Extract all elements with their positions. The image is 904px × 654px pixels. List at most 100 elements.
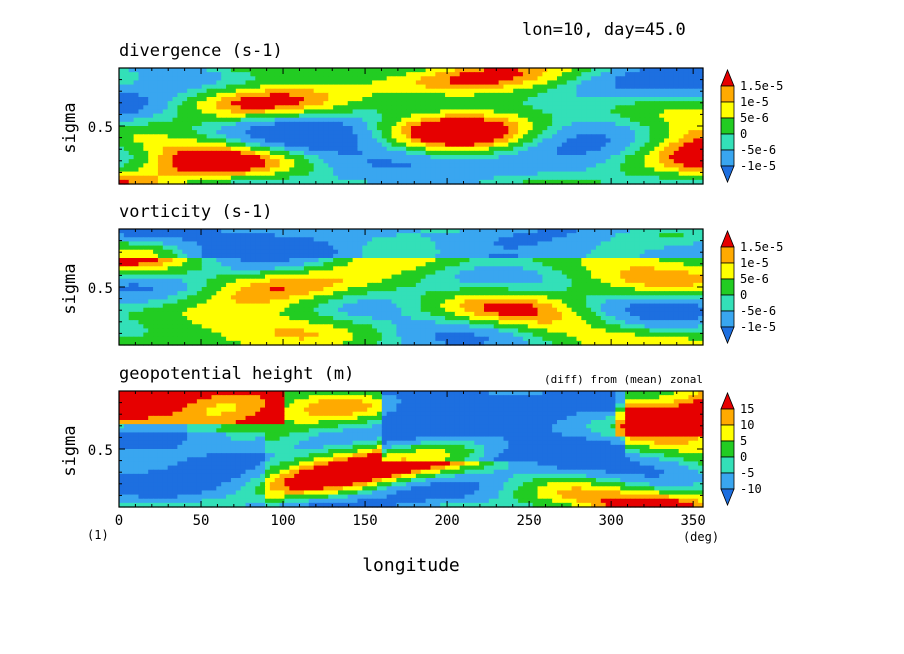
field-cell	[177, 142, 183, 148]
field-cell	[328, 171, 334, 177]
field-cell	[678, 126, 685, 131]
field-cell	[182, 253, 188, 259]
field-cell	[386, 105, 393, 111]
field-cell	[260, 68, 266, 73]
field-cell	[522, 134, 529, 140]
field-cell	[532, 171, 539, 177]
field-cell	[445, 126, 451, 131]
field-cell	[123, 101, 130, 106]
field-cell	[328, 76, 334, 82]
field-cell	[299, 241, 305, 247]
field-cell	[313, 179, 320, 185]
field-cell	[625, 121, 631, 127]
field-cell	[668, 249, 675, 255]
field-cell	[440, 245, 446, 251]
field-cell	[172, 266, 178, 272]
field-cell	[376, 150, 383, 156]
field-cell	[678, 159, 685, 164]
field-cell	[610, 117, 616, 123]
field-cell	[323, 121, 329, 127]
field-cell	[123, 88, 130, 94]
field-cell	[654, 105, 660, 111]
field-cell	[313, 270, 320, 276]
field-cell	[459, 97, 466, 102]
field-cell	[391, 155, 397, 160]
field-cell	[255, 278, 261, 284]
field-cell	[518, 253, 524, 259]
field-cell	[620, 113, 626, 119]
field-cell	[367, 84, 373, 90]
field-cell	[313, 175, 320, 181]
field-cell	[211, 105, 217, 111]
field-cell	[143, 113, 149, 119]
field-cell	[678, 179, 685, 185]
field-cell	[138, 142, 144, 148]
field-cell	[303, 121, 310, 127]
field-cell	[639, 113, 646, 119]
field-cell	[299, 245, 305, 251]
field-cell	[683, 113, 689, 119]
field-cell	[693, 101, 699, 106]
field-cell	[255, 126, 261, 131]
field-cell	[250, 113, 256, 119]
field-cell	[206, 266, 213, 272]
field-cell	[338, 97, 344, 102]
field-cell	[119, 237, 125, 243]
field-cell	[187, 274, 193, 280]
field-cell	[250, 92, 256, 98]
field-cell	[620, 241, 626, 247]
field-cell	[479, 142, 485, 148]
field-cell	[123, 171, 130, 177]
field-cell	[532, 146, 539, 152]
field-cell	[449, 84, 456, 90]
field-cell	[547, 258, 553, 263]
field-cell	[338, 109, 344, 115]
field-cell	[693, 97, 699, 102]
field-cell	[396, 134, 402, 140]
field-cell	[566, 274, 573, 280]
field-cell	[464, 84, 470, 90]
field-cell	[411, 76, 417, 82]
field-cell	[688, 126, 694, 131]
field-cell	[206, 241, 213, 247]
field-cell	[644, 92, 651, 98]
field-cell	[435, 80, 441, 86]
field-cell	[644, 72, 651, 77]
field-cell	[157, 105, 164, 111]
field-cell	[367, 175, 373, 181]
field-cell	[206, 249, 213, 255]
field-cell	[649, 72, 655, 77]
field-cell	[299, 72, 305, 77]
field-cell	[396, 97, 402, 102]
field-cell	[192, 84, 198, 90]
field-cell	[566, 266, 573, 272]
field-cell	[537, 150, 543, 156]
field-cell	[240, 146, 247, 152]
field-cell	[133, 97, 140, 102]
field-cell	[279, 167, 286, 173]
field-cell	[157, 150, 164, 156]
field-cell	[196, 97, 203, 102]
field-cell	[187, 278, 193, 284]
field-cell	[586, 175, 592, 181]
field-cell	[138, 134, 144, 140]
field-cell	[313, 274, 320, 280]
field-cell	[182, 245, 188, 251]
field-cell	[503, 253, 509, 259]
field-cell	[474, 245, 480, 251]
field-cell	[664, 179, 670, 185]
field-cell	[201, 167, 208, 173]
field-cell	[479, 134, 485, 140]
field-cell	[123, 146, 130, 152]
field-cell	[245, 101, 251, 106]
field-cell	[591, 126, 597, 131]
field-cell	[167, 113, 174, 119]
field-cell	[411, 109, 417, 115]
field-cell	[299, 80, 305, 86]
field-cell	[299, 150, 305, 156]
field-cell	[323, 253, 329, 259]
field-cell	[172, 262, 178, 267]
field-cell	[284, 76, 290, 82]
field-cell	[279, 92, 286, 98]
field-cell	[333, 68, 339, 73]
